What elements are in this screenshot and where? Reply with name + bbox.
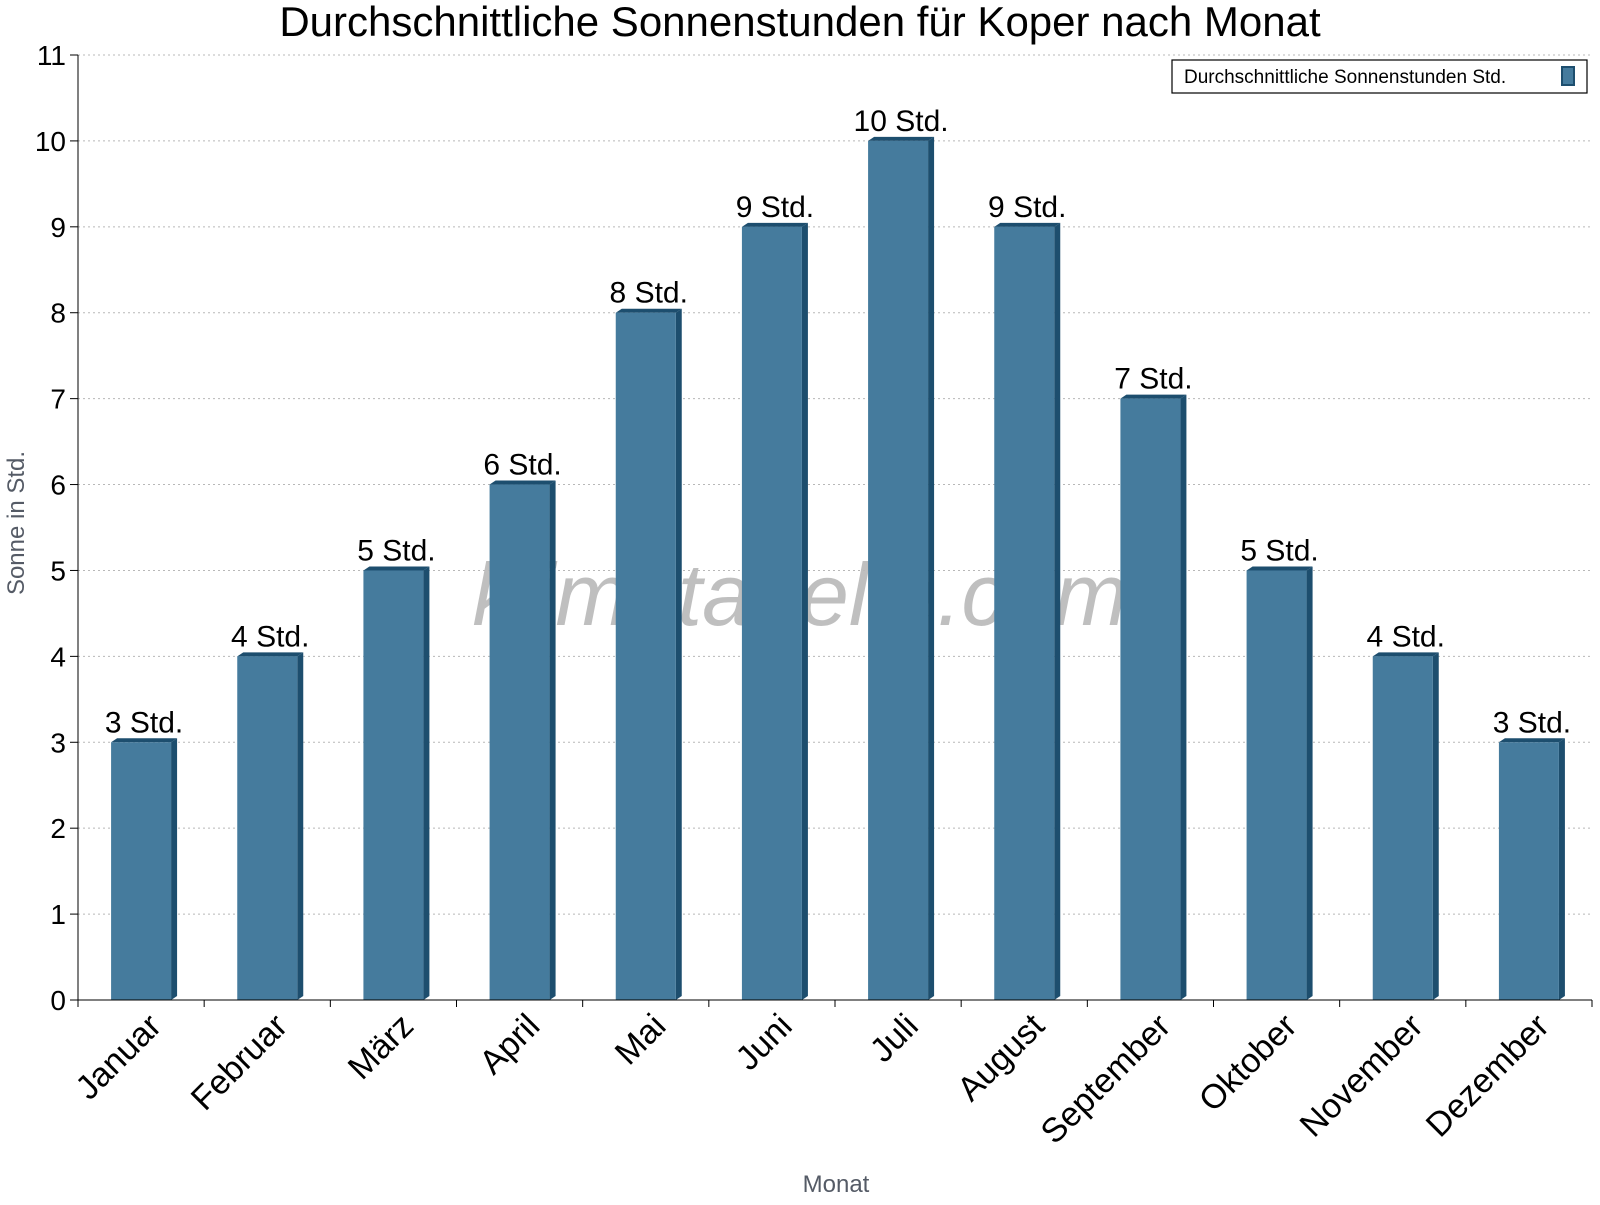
data-label: 4 Std. — [231, 620, 309, 653]
bar-side — [928, 136, 935, 1001]
bar-side — [1558, 738, 1565, 1000]
bar — [615, 312, 676, 1000]
data-label: 3 Std. — [1493, 706, 1571, 739]
bar-top — [1246, 566, 1313, 571]
bar-side — [1054, 222, 1061, 1000]
x-tick-label: Oktober — [1192, 1007, 1304, 1119]
bar — [1372, 656, 1433, 1000]
bar-top — [868, 136, 935, 141]
bar-side — [1306, 566, 1313, 1000]
y-tick-label: 7 — [50, 384, 66, 415]
data-label: 8 Std. — [610, 277, 688, 310]
y-tick-labels: 0 1 2 3 4 5 6 7 8 9 10 11 — [35, 40, 66, 1016]
x-tick-label: Mai — [608, 1007, 674, 1073]
y-tick-label: 5 — [50, 555, 66, 586]
x-tick-label: März — [341, 1007, 421, 1087]
data-label: 3 Std. — [105, 706, 183, 739]
bar-top — [1498, 738, 1565, 743]
data-label: 6 Std. — [483, 449, 561, 482]
bar-top — [1372, 652, 1439, 657]
x-tick-label: Dezember — [1419, 1007, 1557, 1145]
legend: Durchschnittliche Sonnenstunden Std. — [1171, 59, 1588, 94]
y-tick-label: 0 — [50, 985, 66, 1016]
grid-lines — [78, 54, 1592, 915]
data-label: 9 Std. — [736, 191, 814, 224]
x-tick-label: Juli — [863, 1007, 926, 1070]
x-tick-label: Juni — [729, 1007, 800, 1078]
y-tick-label: 3 — [50, 727, 66, 758]
axes — [70, 54, 1593, 1007]
bar-side — [675, 308, 682, 1000]
y-tick-label: 6 — [50, 470, 66, 501]
bar-side — [1180, 394, 1187, 1000]
legend-box — [1171, 59, 1588, 94]
bar-top — [237, 652, 304, 657]
data-label: 7 Std. — [1114, 363, 1192, 396]
bar-top — [363, 566, 430, 571]
legend-label: Durchschnittliche Sonnenstunden Std. — [1184, 67, 1506, 88]
x-tick-label: Februar — [184, 1007, 295, 1118]
x-tick-label: September — [1034, 1007, 1178, 1151]
bar-side — [171, 738, 178, 1000]
bar — [868, 140, 929, 1001]
bar-top — [1120, 394, 1187, 399]
bar-side — [297, 652, 304, 1000]
bar-top — [111, 738, 178, 743]
y-axis-title: Sonne in Std. — [3, 451, 30, 595]
chart-title: Durchschnittliche Sonnenstunden für Kope… — [279, 0, 1321, 45]
y-tick-label: 9 — [50, 212, 66, 243]
y-tick-label: 11 — [37, 40, 66, 71]
y-tick-label: 10 — [35, 126, 66, 157]
bar — [237, 656, 298, 1000]
data-label: 5 Std. — [1240, 534, 1318, 567]
bar — [111, 742, 172, 1000]
bar-top — [615, 308, 682, 313]
legend-swatch — [1561, 66, 1575, 86]
bar — [1498, 742, 1559, 1000]
y-tick-label: 8 — [50, 298, 66, 329]
bar-top — [741, 222, 808, 227]
bar — [363, 570, 424, 1000]
x-tick-label: August — [950, 1006, 1052, 1108]
bar-top — [994, 222, 1061, 227]
y-tick-label: 4 — [50, 641, 66, 672]
bar — [489, 484, 550, 1001]
data-label: 9 Std. — [988, 191, 1066, 224]
bar-side — [423, 566, 430, 1000]
x-tick-label: November — [1293, 1007, 1431, 1145]
x-axis-title: Monat — [803, 1171, 870, 1198]
bar-top — [489, 480, 556, 485]
bar — [741, 226, 802, 1000]
bar — [1120, 398, 1181, 1000]
bar-side — [801, 222, 808, 1000]
bar-side — [549, 480, 556, 1001]
x-tick-labels: Januar Februar März April Mai Juni Juli AugustS… — [68, 1006, 1556, 1151]
bar-side — [1432, 652, 1439, 1000]
x-tick-label: April — [472, 1007, 547, 1082]
bar — [994, 226, 1055, 1000]
data-label: 5 Std. — [357, 534, 435, 567]
data-label: 4 Std. — [1367, 620, 1445, 653]
data-label: 10 Std. — [854, 105, 949, 138]
y-tick-label: 2 — [50, 813, 66, 844]
bars — [111, 136, 1565, 1001]
bar — [1246, 570, 1307, 1000]
x-tick-label: Januar — [68, 1007, 168, 1107]
data-labels: 3 Std. 4 Std. 5 Std. 6 Std. 8 Std. 9 Std. 10 S… — [105, 105, 1571, 739]
y-tick-label: 1 — [50, 899, 66, 930]
